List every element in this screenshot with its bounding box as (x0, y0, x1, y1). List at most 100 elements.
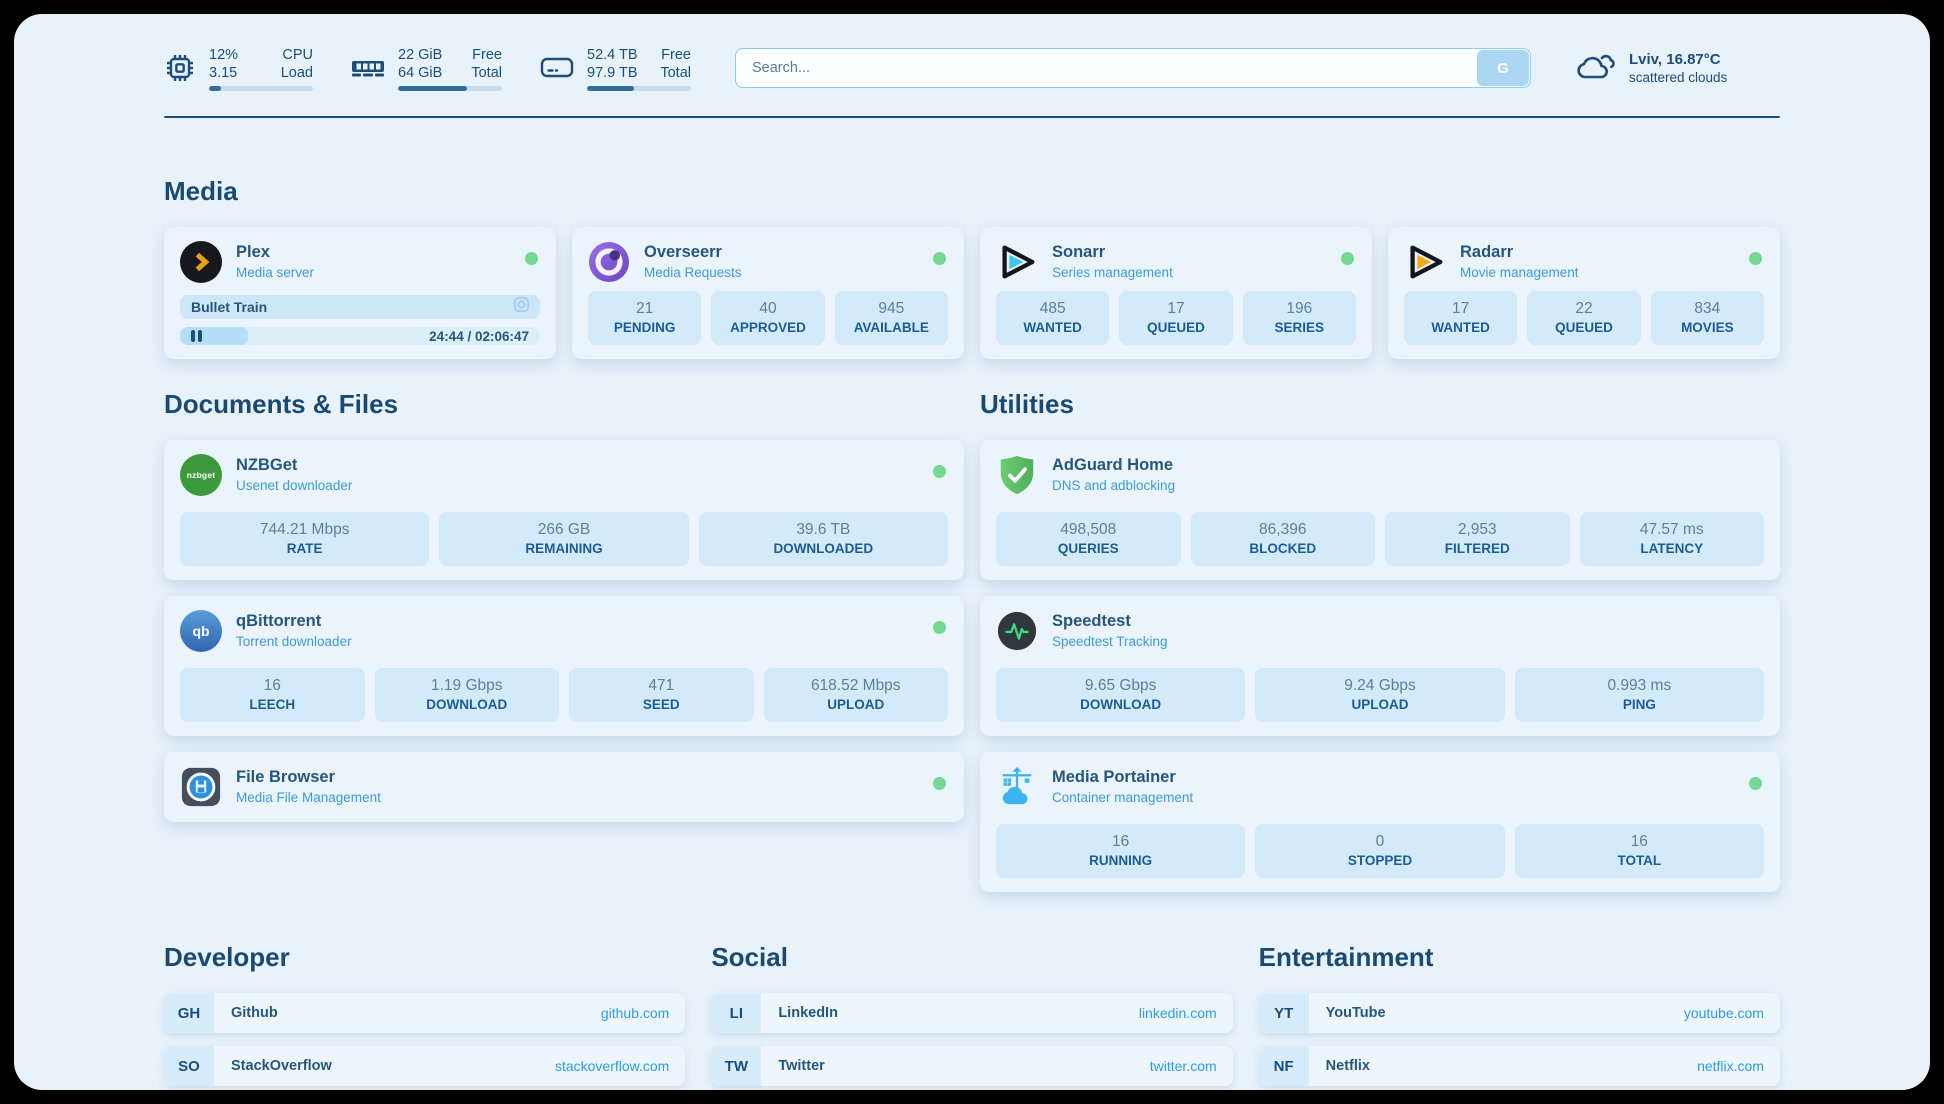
portainer-stats: 16 RUNNING 0 STOPPED 16 TOTAL (996, 824, 1764, 878)
card-filebrowser[interactable]: File Browser Media File Management (164, 752, 964, 822)
sonarr-title: Sonarr (1052, 243, 1106, 261)
stat-chip: 0.993 ms PING (1514, 668, 1764, 722)
card-speedtest[interactable]: Speedtest Speedtest Tracking 9.65 Gbps DO… (980, 596, 1780, 736)
radarr-icon (1404, 241, 1446, 283)
linkedin-url[interactable]: linkedin.com (1138, 1005, 1217, 1021)
card-adguard[interactable]: AdGuard Home DNS and adblocking 498,508 Q… (980, 440, 1780, 580)
plex-titles: Plex Media server (236, 241, 314, 280)
netflix-url[interactable]: netflix.com (1697, 1058, 1764, 1074)
cpu-load-value: 3.15 (209, 64, 238, 81)
portainer-title: Media Portainer (1052, 768, 1176, 786)
stat-chip: 16 LEECH (180, 668, 365, 722)
qbittorrent-card-head: qb qBittorrent Torrent downloader (180, 610, 948, 652)
card-plex[interactable]: Plex Media server Bullet Train 24:44 / 0… (164, 227, 556, 359)
nzbget-titles: NZBGet Usenet downloader (236, 454, 352, 493)
header-divider (164, 116, 1780, 118)
overseerr-icon (588, 241, 630, 283)
nzbget-title: NZBGet (236, 456, 298, 474)
stackoverflow-abbr-badge: SO (164, 1046, 214, 1086)
speedtest-stats: 9.65 Gbps DOWNLOAD 9.24 Gbps UPLOAD 0.993 … (996, 668, 1764, 722)
stackoverflow-label: StackOverflow (231, 1058, 332, 1074)
link-github[interactable]: GH Github github.com (164, 993, 686, 1033)
media-grid: Plex Media server Bullet Train 24:44 / 0… (164, 227, 1780, 359)
disk-free-label: Free (661, 46, 691, 63)
adguard-card-head: AdGuard Home DNS and adblocking (996, 454, 1764, 496)
twitter-url[interactable]: twitter.com (1149, 1058, 1217, 1074)
pause-icon[interactable] (191, 330, 202, 342)
card-radarr[interactable]: Radarr Movie management 17 WANTED 22 QUEUE… (1388, 227, 1780, 359)
stat-chip: 1.19 Gbps DOWNLOAD (374, 668, 559, 722)
disk-stat: 52.4 TB Free 97.9 TB Total (540, 46, 691, 91)
card-sonarr[interactable]: Sonarr Series management 485 WANTED 17 QUE… (980, 227, 1372, 359)
plex-track-title: Bullet Train (191, 299, 268, 315)
stat-chip: 40 APPROVED (711, 291, 825, 345)
sonarr-stats: 485 WANTED 17 QUEUED 196 SERIES (996, 291, 1356, 345)
link-stackoverflow[interactable]: SO StackOverflow stackoverflow.com (164, 1046, 686, 1086)
disk-icon (540, 52, 574, 84)
netflix-label: Netflix (1325, 1058, 1370, 1074)
nzbget-stats: 744.21 Mbps RATE 266 GB REMAINING 39.6 TB D… (180, 512, 948, 566)
twitter-label: Twitter (778, 1058, 825, 1074)
link-youtube[interactable]: YT YouTube youtube.com (1258, 993, 1780, 1033)
qbittorrent-stats: 16 LEECH 1.19 Gbps DOWNLOAD 471 SEED 618.52… (180, 668, 948, 722)
filebrowser-subtitle: Media File Management (236, 790, 381, 805)
media-session-icon[interactable] (512, 295, 531, 319)
nzbget-subtitle: Usenet downloader (236, 478, 353, 493)
stat-chip: 86,396 BLOCKED (1190, 512, 1375, 566)
section-social: Social LI LinkedIn linkedin.com TW Twitt… (711, 942, 1233, 1090)
stat-chip: 834 MOVIES (1650, 291, 1764, 345)
card-overseerr[interactable]: Overseerr Media Requests 21 PENDING 40 APP… (572, 227, 964, 359)
links-area: Developer GH Github github.com SO StackO… (164, 942, 1780, 1090)
link-linkedin[interactable]: LI LinkedIn linkedin.com (711, 993, 1233, 1033)
card-qbittorrent[interactable]: qb qBittorrent Torrent downloader 16 LEEC… (164, 596, 964, 736)
cpu-usage-value: 12% (209, 46, 239, 63)
radarr-subtitle: Movie management (1460, 265, 1579, 280)
system-stats: 12% CPU 3.15 Load 22 GiB Free 64 GiB Total (164, 46, 691, 91)
github-abbr-badge: GH (164, 993, 214, 1033)
link-netflix[interactable]: NF Netflix netflix.com (1258, 1046, 1780, 1086)
speedtest-title: Speedtest (1052, 612, 1131, 630)
stackoverflow-url[interactable]: stackoverflow.com (554, 1058, 670, 1074)
plex-status-dot (525, 252, 538, 265)
sonarr-card-head: Sonarr Series management (996, 241, 1356, 283)
disk-total-value: 97.9 TB (587, 64, 638, 81)
ram-free-value: 22 GiB (398, 46, 443, 63)
sonarr-status-dot (1341, 252, 1354, 265)
filebrowser-status-dot (933, 777, 946, 790)
search-input[interactable] (735, 48, 1531, 88)
youtube-url[interactable]: youtube.com (1683, 1005, 1764, 1021)
ram-total-label: Total (471, 64, 502, 81)
radarr-stats: 17 WANTED 22 QUEUED 834 MOVIES (1404, 291, 1764, 345)
weather-condition: scattered clouds (1629, 70, 1728, 85)
cpu-icon (164, 52, 196, 84)
twitter-abbr-badge: TW (711, 1046, 762, 1086)
entertainment-section-title: Entertainment (1258, 942, 1434, 972)
header: 12% CPU 3.15 Load 22 GiB Free 64 GiB Total (164, 40, 1780, 96)
stat-chip: 618.52 Mbps UPLOAD (763, 668, 948, 722)
link-twitter[interactable]: TW Twitter twitter.com (711, 1046, 1233, 1086)
linkedin-abbr-badge: LI (711, 993, 762, 1033)
stat-chip: 266 GB REMAINING (439, 512, 689, 566)
github-url[interactable]: github.com (600, 1005, 670, 1021)
developer-section-title: Developer (164, 942, 290, 972)
stat-chip: 47.57 ms LATENCY (1579, 512, 1764, 566)
entertainment-links: YT YouTube youtube.com NF Netflix netfli… (1258, 993, 1780, 1090)
cpu-progress-bar (209, 85, 313, 91)
filebrowser-card-head: File Browser Media File Management (180, 766, 948, 808)
weather-widget: Lviv, 16.87°C scattered clouds (1575, 48, 1780, 89)
adguard-stats: 498,508 QUERIES 86,396 BLOCKED 2,953 FILTER… (996, 512, 1764, 566)
overseerr-titles: Overseerr Media Requests (644, 241, 742, 280)
card-portainer[interactable]: Media Portainer Container management 16 R… (980, 752, 1780, 892)
filebrowser-title: File Browser (236, 768, 336, 786)
ram-stat-text: 22 GiB Free 64 GiB Total (398, 46, 502, 91)
search-provider-button[interactable]: G (1477, 50, 1529, 86)
plex-progress-bar[interactable]: 24:44 / 02:06:47 (180, 327, 540, 345)
stat-chip: 16 TOTAL (1514, 824, 1764, 878)
portainer-crane-icon (996, 766, 1038, 808)
plex-icon (180, 241, 222, 283)
disk-total-label: Total (660, 64, 691, 81)
radarr-card-head: Radarr Movie management (1404, 241, 1764, 283)
plex-subtitle: Media server (236, 265, 315, 280)
section-developer: Developer GH Github github.com SO StackO… (164, 942, 686, 1090)
card-nzbget[interactable]: nzbget NZBGet Usenet downloader 744.21 M… (164, 440, 964, 580)
